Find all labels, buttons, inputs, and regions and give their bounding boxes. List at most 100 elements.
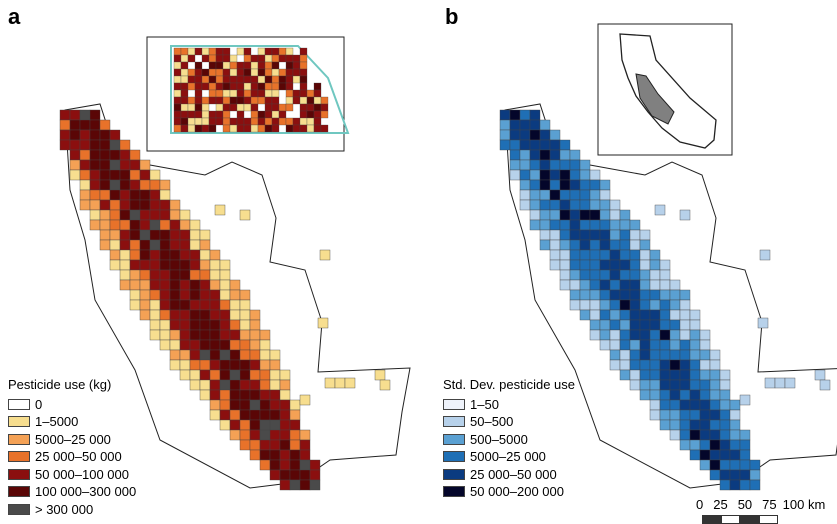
grid-cell — [159, 239, 171, 251]
grid-cell — [219, 379, 231, 391]
grid-cell — [589, 259, 601, 271]
grid-cell — [79, 129, 91, 141]
grid-cell — [579, 289, 591, 301]
grid-cell — [199, 389, 211, 401]
grid-cell — [519, 169, 531, 181]
grid-cell — [139, 199, 151, 211]
inset-grid-cell — [250, 75, 259, 84]
grid-cell — [629, 279, 641, 291]
grid-cell — [699, 379, 711, 391]
grid-cell — [89, 189, 101, 201]
grid-cell — [79, 159, 91, 171]
grid-cell — [669, 299, 681, 311]
inset-grid-cell — [306, 103, 315, 112]
grid-cell — [189, 249, 201, 261]
inset-grid-cell — [187, 68, 196, 77]
inset-grid-cell — [250, 61, 259, 70]
inset-grid-cell — [180, 75, 189, 84]
grid-cell — [639, 309, 651, 321]
grid-cell — [589, 239, 601, 251]
grid-cell — [529, 179, 541, 191]
grid-cell — [259, 359, 271, 371]
grid-cell — [334, 377, 346, 389]
grid-cell — [699, 389, 711, 401]
grid-cell — [259, 439, 271, 451]
legend-swatch — [443, 416, 465, 428]
grid-cell — [189, 359, 201, 371]
grid-cell — [579, 189, 591, 201]
grid-cell — [119, 249, 131, 261]
grid-cell — [239, 379, 251, 391]
grid-cell — [324, 377, 336, 389]
grid-cell — [269, 359, 281, 371]
grid-cell — [219, 359, 231, 371]
grid-cell — [609, 289, 621, 301]
grid-cell — [149, 239, 161, 251]
grid-cell — [169, 199, 181, 211]
inset-grid-cell — [236, 47, 245, 56]
inset-grid-cell — [229, 103, 238, 112]
grid-cell — [649, 299, 661, 311]
inset-grid-cell — [257, 82, 266, 91]
grid-cell — [609, 309, 621, 321]
grid-cell — [729, 419, 741, 431]
grid-cell — [79, 109, 91, 121]
inset-grid-cell — [299, 47, 308, 56]
legend-item: 50–500 — [443, 413, 575, 431]
grid-cell — [719, 419, 731, 431]
grid-cell — [199, 309, 211, 321]
grid-cell — [819, 379, 831, 391]
inset-grid-cell — [215, 117, 224, 126]
grid-cell — [179, 219, 191, 231]
inset-grid-cell — [194, 61, 203, 70]
grid-cell — [689, 349, 701, 361]
grid-cell — [569, 189, 581, 201]
grid-cell — [259, 389, 271, 401]
inset-grid-cell — [222, 89, 231, 98]
grid-cell — [609, 299, 621, 311]
inset-grid-cell — [236, 117, 245, 126]
grid-cell — [289, 419, 301, 431]
grid-cell — [739, 469, 751, 481]
legend-swatch — [443, 433, 465, 445]
grid-cell — [139, 279, 151, 291]
inset-grid-cell — [222, 117, 231, 126]
scale-tick: 25 — [713, 497, 728, 512]
grid-cell — [279, 429, 291, 441]
grid-cell — [249, 399, 261, 411]
grid-cell — [239, 429, 251, 441]
grid-cell — [119, 189, 131, 201]
grid-cell — [719, 479, 731, 491]
inset-grid-cell — [292, 61, 301, 70]
grid-cell — [149, 289, 161, 301]
grid-cell — [299, 429, 311, 441]
grid-cell — [59, 129, 71, 141]
inset-grid-cell — [180, 54, 189, 63]
grid-cell — [679, 389, 691, 401]
grid-cell — [149, 199, 161, 211]
grid-cell — [109, 129, 121, 141]
grid-cell — [579, 209, 591, 221]
grid-cell — [609, 269, 621, 281]
grid-cell — [519, 129, 531, 141]
inset-grid-cell — [264, 68, 273, 77]
legend-item: 100 000–300 000 — [8, 483, 136, 501]
grid-cell — [709, 409, 721, 421]
inset-grid-cell — [222, 124, 231, 133]
grid-cell — [579, 179, 591, 191]
grid-cell — [659, 359, 671, 371]
grid-cell — [569, 249, 581, 261]
legend-item: 25 000–50 000 — [8, 448, 136, 466]
grid-cell — [699, 459, 711, 471]
grid-cell — [609, 279, 621, 291]
grid-cell — [179, 289, 191, 301]
grid-cell — [529, 159, 541, 171]
grid-cell — [219, 409, 231, 421]
grid-cell — [189, 349, 201, 361]
grid-cell — [669, 319, 681, 331]
grid-cell — [219, 349, 231, 361]
inset-grid-cell — [208, 110, 217, 119]
grid-cell — [239, 349, 251, 361]
grid-cell — [179, 269, 191, 281]
inset-grid-cell — [201, 117, 210, 126]
